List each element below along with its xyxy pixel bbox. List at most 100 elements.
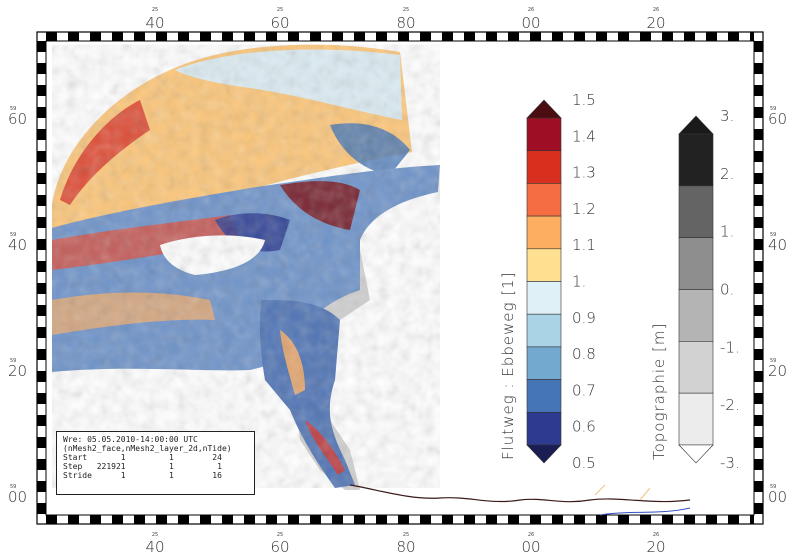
frame-check-left xyxy=(37,63,46,74)
top-tick-sub: 25 xyxy=(152,7,158,13)
info-step: Step 221921 1 1 xyxy=(63,462,222,471)
left-tick-label: 60 xyxy=(8,110,27,128)
colorbar-tick-label: 1.2 xyxy=(572,200,596,218)
colorbar-segment xyxy=(678,237,714,290)
frame-check-left xyxy=(37,305,46,316)
frame-check-left xyxy=(37,503,46,514)
frame-check-bottom xyxy=(200,515,211,524)
frame-check-top xyxy=(68,32,79,41)
colorbar-tick-label: 2. xyxy=(720,165,734,183)
colorbar-top-arrow xyxy=(526,99,562,119)
frame-check-left xyxy=(37,261,46,272)
left-tick-label: 20 xyxy=(8,362,27,380)
river-branch xyxy=(599,507,691,516)
frame-check-top xyxy=(134,32,145,41)
frame-check-top xyxy=(288,32,299,41)
frame-check-top xyxy=(310,32,321,41)
frame-check-top xyxy=(750,32,754,41)
right-tick-sub: 59 xyxy=(770,106,776,112)
frame-check-bottom xyxy=(332,515,343,524)
top-tick-sub: 26 xyxy=(528,7,534,13)
frame-check-right xyxy=(754,327,763,338)
colorbar-tick-label: -3. xyxy=(720,454,740,472)
frame-check-bottom xyxy=(244,515,255,524)
frame-check-left xyxy=(37,239,46,250)
frame-check-bottom xyxy=(596,515,607,524)
frame-check-right xyxy=(754,129,763,140)
colorbar-tick-label: 3. xyxy=(720,107,734,125)
colorbar-topography: 3. 2. 1. 0. -1. -2. -3. xyxy=(678,107,740,472)
top-tick-label: 60 xyxy=(270,14,289,32)
frame-check-top xyxy=(618,32,629,41)
river-line xyxy=(349,484,691,503)
bottom-tick-label: 80 xyxy=(396,538,415,556)
frame-checker-border xyxy=(37,32,763,524)
frame-check-top xyxy=(376,32,387,41)
right-tick-label: 60 xyxy=(768,110,787,128)
frame-check-bottom xyxy=(134,515,145,524)
frame-check-right xyxy=(754,173,763,184)
frame-check-top xyxy=(420,32,431,41)
colorbar-tick-label: 1. xyxy=(720,223,734,241)
left-tick-label: 00 xyxy=(8,488,27,506)
frame-check-bottom xyxy=(420,515,431,524)
frame-check-bottom xyxy=(222,515,233,524)
frame-check-right xyxy=(754,85,763,96)
info-start: Start 1 1 24 xyxy=(63,453,222,462)
top-tick-label: 00 xyxy=(521,14,540,32)
frame-check-right xyxy=(754,349,763,360)
colorbar-segment xyxy=(678,289,714,342)
frame-check-top xyxy=(90,32,101,41)
bottom-tick-label: 20 xyxy=(646,538,665,556)
frame-check-top xyxy=(200,32,211,41)
colorbar-tick-label: 0. xyxy=(720,281,734,299)
frame-check-right xyxy=(754,393,763,404)
right-tick-label: 20 xyxy=(768,362,787,380)
frame-check-right xyxy=(754,481,763,492)
frame-check-left xyxy=(37,41,46,52)
frame-check-bottom xyxy=(486,515,497,524)
frame-check-bottom xyxy=(266,515,277,524)
frame-check-left xyxy=(37,481,46,492)
frame-check-bottom xyxy=(552,515,563,524)
bottom-tick-label: 00 xyxy=(521,538,540,556)
right-tick-sub: 59 xyxy=(770,232,776,238)
frame-check-top xyxy=(728,32,739,41)
frame-check-left xyxy=(37,415,46,426)
colorbar-segment xyxy=(526,379,562,413)
frame-check-right xyxy=(754,371,763,382)
frame-check-bottom xyxy=(354,515,365,524)
frame-check-left xyxy=(37,85,46,96)
colorbar-segment xyxy=(526,183,562,217)
frame-check-bottom xyxy=(508,515,519,524)
frame-check-bottom xyxy=(112,515,123,524)
frame-check-top xyxy=(508,32,519,41)
axis-labels: 2540256025802600262025402560258026002620… xyxy=(8,7,787,556)
colorbar-ratio: 1.5 1.4 1.3 1.2 1.1 1. 0.9 0.8 0.7 0.6 0.5 xyxy=(526,91,596,472)
top-tick-label: 80 xyxy=(396,14,415,32)
frame-check-top xyxy=(332,32,343,41)
frame-check-right xyxy=(754,107,763,118)
colorbar-tick-label: -2. xyxy=(720,396,740,414)
right-tick-label: 40 xyxy=(768,236,787,254)
frame-check-bottom xyxy=(46,515,57,524)
bottom-tick-sub: 26 xyxy=(528,532,534,538)
frame-check-left xyxy=(37,393,46,404)
colorbar-tick-label: 0.7 xyxy=(572,381,596,399)
river-tributaries xyxy=(594,484,651,501)
frame-check-left xyxy=(37,437,46,448)
colorbar-segment xyxy=(526,117,562,152)
left-tick-sub: 59 xyxy=(10,358,16,364)
frame-check-bottom xyxy=(706,515,717,524)
colorbar-segment xyxy=(526,346,562,380)
frame-check-top xyxy=(112,32,123,41)
frame-check-left xyxy=(37,195,46,206)
colorbar-bottom-arrow xyxy=(678,444,714,464)
colorbar-tick-label: 1.5 xyxy=(572,91,596,109)
frame-check-top xyxy=(46,32,57,41)
frame-check-bottom xyxy=(530,515,541,524)
frame-check-right xyxy=(754,503,763,514)
left-tick-sub: 59 xyxy=(10,484,16,490)
frame-check-bottom xyxy=(574,515,585,524)
frame-check-right xyxy=(754,63,763,74)
